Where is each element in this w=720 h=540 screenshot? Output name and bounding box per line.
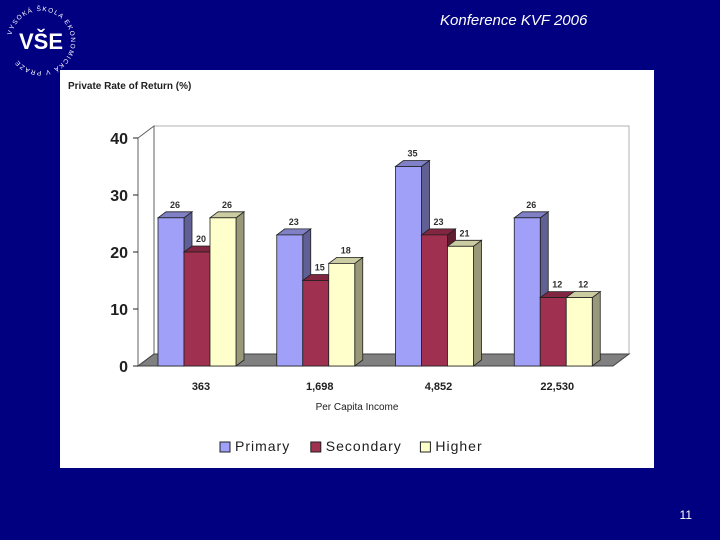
x-axis-label: Per Capita Income [316, 402, 399, 413]
logo-text: VŠE [19, 29, 63, 54]
bar-primary [513, 217, 541, 367]
bar-higher [447, 245, 474, 367]
data-label: 35 [407, 149, 417, 159]
bar-side-higher [235, 211, 245, 367]
slide-number: 11 [679, 508, 692, 522]
bar-secondary [421, 234, 448, 367]
data-label: 18 [341, 245, 351, 255]
y-tick-label: 10 [110, 302, 128, 319]
data-label: 12 [578, 280, 588, 290]
bar-higher [328, 262, 356, 367]
data-label: 20 [196, 234, 206, 244]
data-label: 26 [170, 200, 180, 210]
bar-primary [276, 234, 304, 367]
legend-label: Secondary [326, 438, 402, 454]
legend-label: Higher [435, 438, 482, 454]
bar-higher [565, 297, 593, 367]
legend-item-higher: Higher [419, 438, 482, 454]
legend-item-primary: Primary [219, 438, 290, 454]
data-label: 21 [459, 228, 469, 238]
data-label: 12 [552, 280, 562, 290]
y-tick-label: 0 [119, 359, 128, 376]
bar-primary [157, 217, 185, 367]
bar-primary [395, 166, 422, 367]
chart-side-wall [137, 125, 155, 367]
data-label: 23 [289, 217, 299, 227]
legend-swatch [219, 441, 231, 453]
legend-item-secondary: Secondary [310, 438, 402, 454]
bar-side-higher [354, 256, 364, 367]
x-tick-label: 22,530 [540, 381, 574, 393]
bar-side-higher [473, 239, 482, 367]
vse-logo: VYSOKÁ ŠKOLA EKONOMICKÁ V PRAZE VŠE [7, 4, 75, 76]
data-label: 15 [315, 263, 325, 273]
x-tick-label: 363 [192, 381, 210, 393]
bar-higher [209, 217, 237, 367]
y-tick-label: 20 [110, 245, 128, 262]
bar-secondary [183, 251, 211, 367]
bar-chart: Private Rate of Return (%) 0 10 20 30 40 26 20… [68, 81, 631, 454]
chart-legend: Primary Secondary Higher [219, 438, 482, 454]
x-tick-label: 1,698 [306, 381, 334, 393]
y-tick-label: 40 [110, 131, 128, 148]
x-tick-label: 4,852 [425, 381, 453, 393]
data-label: 26 [526, 200, 536, 210]
conference-title: Konference KVF 2006 [440, 12, 588, 29]
data-label: 26 [222, 200, 232, 210]
chart-title: Private Rate of Return (%) [68, 81, 191, 92]
bar-side-higher [591, 290, 601, 367]
chart-panel: Private Rate of Return (%) 0 10 20 30 40 26 20… [60, 70, 654, 468]
legend-label: Primary [235, 438, 290, 454]
legend-swatch [310, 441, 322, 453]
bar-secondary [539, 297, 567, 367]
data-label: 23 [433, 217, 443, 227]
legend-swatch [419, 441, 431, 453]
y-tick-label: 30 [110, 188, 128, 205]
bar-secondary [302, 280, 330, 367]
